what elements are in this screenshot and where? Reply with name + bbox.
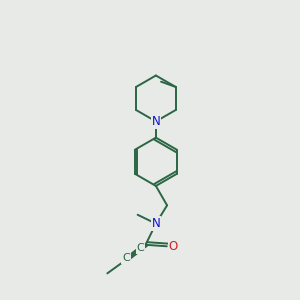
- Text: O: O: [169, 240, 178, 253]
- Text: C: C: [122, 253, 130, 263]
- Text: C: C: [136, 243, 144, 253]
- Text: N: N: [152, 217, 160, 230]
- Text: N: N: [152, 115, 160, 128]
